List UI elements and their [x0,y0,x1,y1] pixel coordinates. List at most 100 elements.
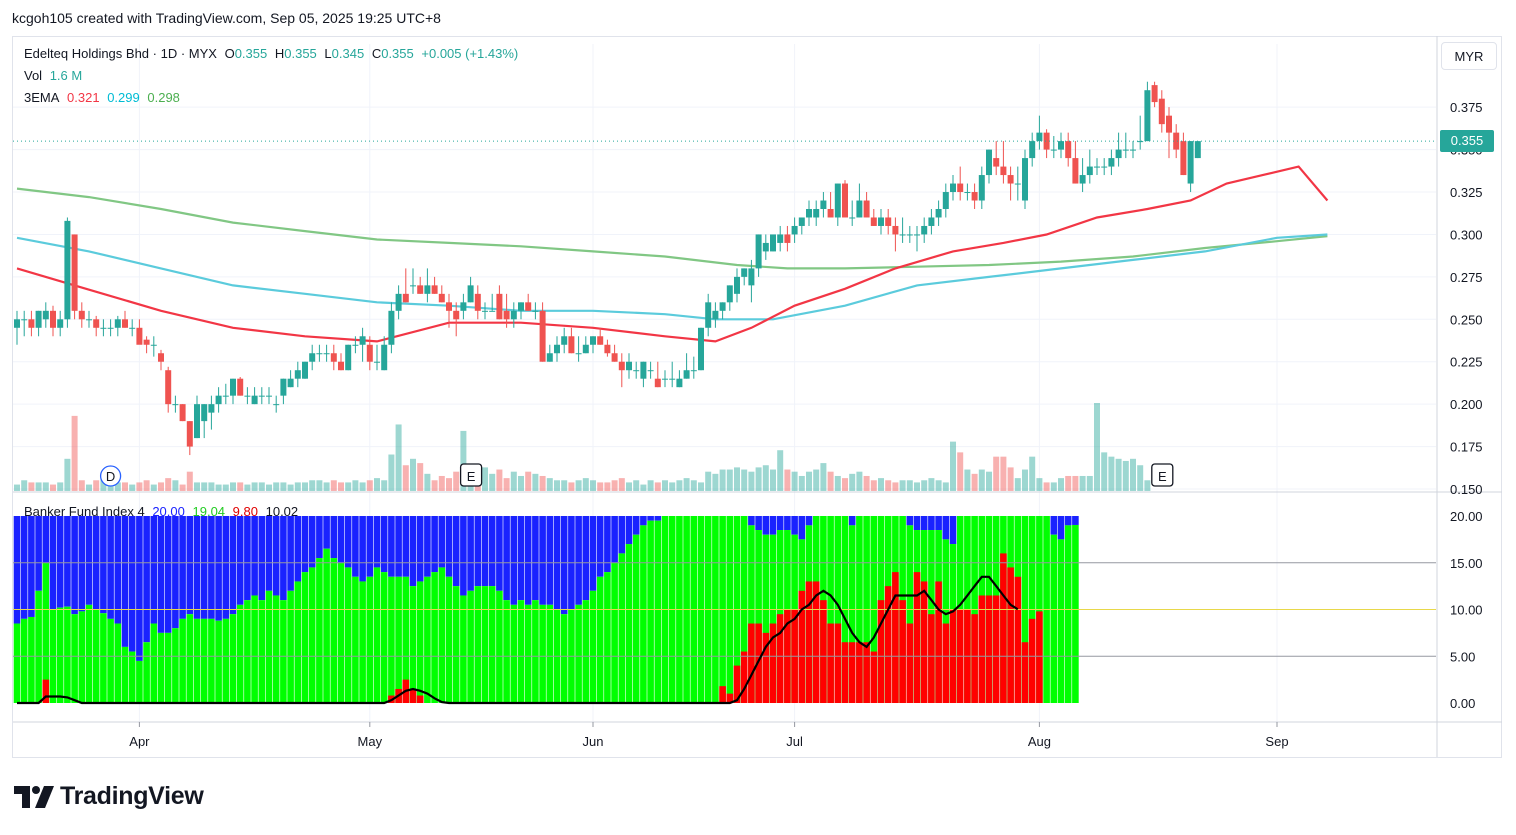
bf-green-bar [582,600,590,703]
bf-green-bar [1057,539,1065,703]
volume-bar [71,415,78,491]
candle-up [1029,141,1036,159]
bf-red-bar [1014,576,1022,703]
bfi-label[interactable]: Banker Fund Index 4 [24,504,145,519]
bf-blue-bar [330,516,338,559]
bf-blue-bar [308,516,316,568]
volume-label[interactable]: Vol [24,68,43,83]
candle-down [892,225,899,235]
bf-red-bar [899,600,906,703]
candle-up [244,395,251,397]
open-label: O [224,46,235,61]
volume-bar [626,482,632,491]
candle-down [165,370,172,405]
bf-green-bar [258,600,266,703]
volume-bar [928,478,935,491]
bf-red-bar [726,693,734,703]
candle-up [381,344,388,371]
candle-up [410,285,416,287]
price-tick-label: 0.375 [1450,100,1483,115]
volume-bar [640,484,647,491]
open-value: 0.355 [234,46,268,61]
volume-bar [1022,469,1028,491]
volume-bar [179,484,186,491]
volume-bar [201,482,208,491]
bf-green-bar [42,562,50,703]
volume-bar [1029,456,1036,491]
candle-up [424,285,431,294]
candle-up [950,183,956,193]
bf-red-bar [942,623,950,703]
candle-down [1173,132,1180,150]
volume-bar [1115,458,1122,491]
bf-green-bar [64,606,71,703]
volume-bar [597,482,604,491]
bf-blue-bar [172,516,179,629]
bf-blue-bar [589,516,597,591]
volume-bar [906,480,913,491]
volume-bar [834,475,841,491]
bf-green-bar [748,525,755,703]
bf-green-bar [906,525,914,703]
candle-up [978,175,985,201]
symbol-legend: Edelteq Holdings Bhd · 1D · MYX O0.355 H… [24,46,522,61]
bf-red-bar [733,665,741,703]
bf-blue-bar [236,516,244,605]
chart-frame [12,36,1502,758]
bf-blue-bar [431,516,438,573]
currency-button[interactable]: MYR [1441,42,1497,70]
volume-bar [546,478,553,491]
earnings-marker[interactable] [1151,463,1174,487]
bf-red-bar [748,623,755,703]
ema-label[interactable]: 3EMA [24,90,60,105]
candle-down [431,285,438,294]
bf-green-bar [316,558,323,703]
volume-bar [1086,475,1093,491]
volume-bar [453,471,460,491]
tradingview-logo[interactable]: TradingView [14,782,204,811]
bf-blue-bar [496,516,503,591]
bf-green-bar [596,576,604,703]
volume-bar [921,480,928,491]
bf-green-bar [524,604,532,703]
candle-down [971,192,978,201]
bf-blue-bar [791,516,798,535]
bf-green-bar [560,614,568,703]
candle-down [179,404,186,422]
ema-legend: 3EMA 0.321 0.299 0.298 [24,90,184,105]
dividend-marker[interactable] [99,465,122,487]
volume-bar [510,471,517,491]
volume-bar [1137,465,1144,491]
candle-up [1101,166,1108,168]
volume-bar [986,471,992,491]
candle-up [266,395,272,397]
candle-up [374,361,380,363]
candle-down [78,310,85,320]
symbol-name[interactable]: Edelteq Holdings Bhd · 1D · MYX [24,46,217,61]
bf-green-bar [121,646,129,703]
bf-blue-bar [128,516,136,652]
bf-blue-bar [582,516,590,601]
earnings-marker[interactable] [459,463,483,487]
candle-up [770,234,776,252]
volume-bar [690,480,697,491]
candle-up [935,208,942,218]
candle-up [1144,90,1151,142]
bf-green-bar [107,618,114,703]
bf-green-bar [517,600,525,703]
time-tick-label: Aug [1028,734,1051,749]
bf-red-bar [1021,642,1029,703]
bf-green-bar [251,595,258,703]
volume-bar [712,473,719,491]
volume-bar [186,471,193,491]
bf-blue-bar [35,516,42,591]
volume-bar [618,478,625,491]
time-tick-label: Jul [786,734,803,749]
candle-down [1065,141,1072,159]
bf-blue-bar [208,516,215,619]
volume-value: 1.6 M [49,68,83,83]
candle-down [122,319,128,328]
volume-bar [489,473,496,491]
bf-green-bar [13,623,21,703]
